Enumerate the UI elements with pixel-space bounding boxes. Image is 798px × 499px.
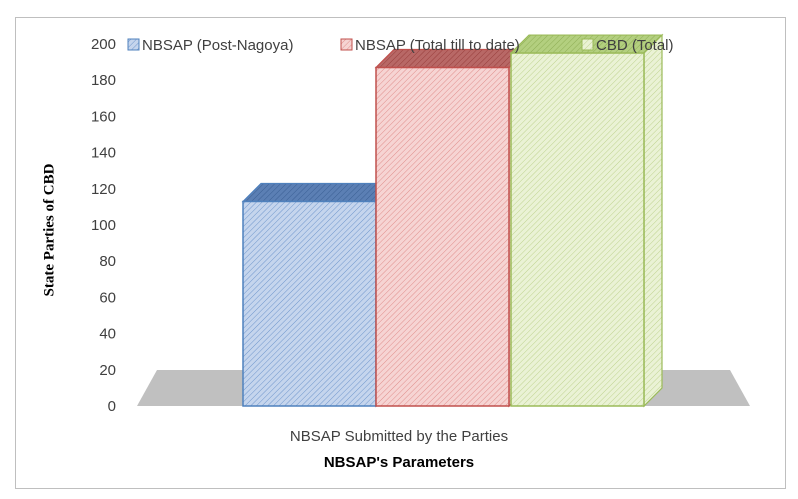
x-axis-label: NBSAP's Parameters — [323, 454, 475, 471]
y-tick-label: 140 — [91, 145, 116, 162]
y-tick-label: 160 — [91, 108, 116, 125]
legend-swatch — [340, 38, 353, 51]
legend-swatch — [581, 38, 594, 51]
bar-side — [643, 33, 663, 408]
y-tick-label: 0 — [108, 398, 116, 415]
y-axis-ticks: 0 20 40 60 80 100 120 140 160 180 200 — [91, 36, 116, 415]
legend-item-2: NBSAP (Total till to date) — [340, 37, 520, 54]
legend-item-3: CBD (Total) — [581, 37, 674, 54]
y-tick-label: 20 — [99, 362, 116, 379]
legend-label: NBSAP (Total till to date) — [355, 37, 520, 54]
bar-front — [375, 66, 510, 407]
bar-3 — [509, 33, 664, 408]
y-tick-label: 40 — [99, 326, 116, 343]
bar-2 — [374, 48, 529, 408]
y-tick-label: 100 — [91, 217, 116, 234]
legend-item-1: NBSAP (Post-Nagoya) — [127, 37, 293, 54]
y-tick-label: 80 — [99, 253, 116, 270]
y-tick-label: 120 — [91, 181, 116, 198]
y-axis-label: State Parties of CBD — [41, 163, 58, 297]
legend-swatch — [127, 38, 140, 51]
y-tick-label: 200 — [91, 36, 116, 53]
bar-1 — [241, 182, 396, 408]
bar-front — [242, 200, 377, 407]
bar-series — [241, 33, 664, 408]
bar-top — [241, 182, 396, 203]
y-tick-label: 180 — [91, 72, 116, 89]
x-category-label: NBSAP Submitted by the Parties — [289, 428, 509, 445]
legend-label: CBD (Total) — [596, 37, 674, 54]
y-tick-label: 60 — [99, 289, 116, 306]
bar-front — [510, 52, 645, 407]
legend-label: NBSAP (Post-Nagoya) — [142, 37, 293, 54]
legend: NBSAP (Post-Nagoya) NBSAP (Total till to … — [127, 37, 674, 54]
